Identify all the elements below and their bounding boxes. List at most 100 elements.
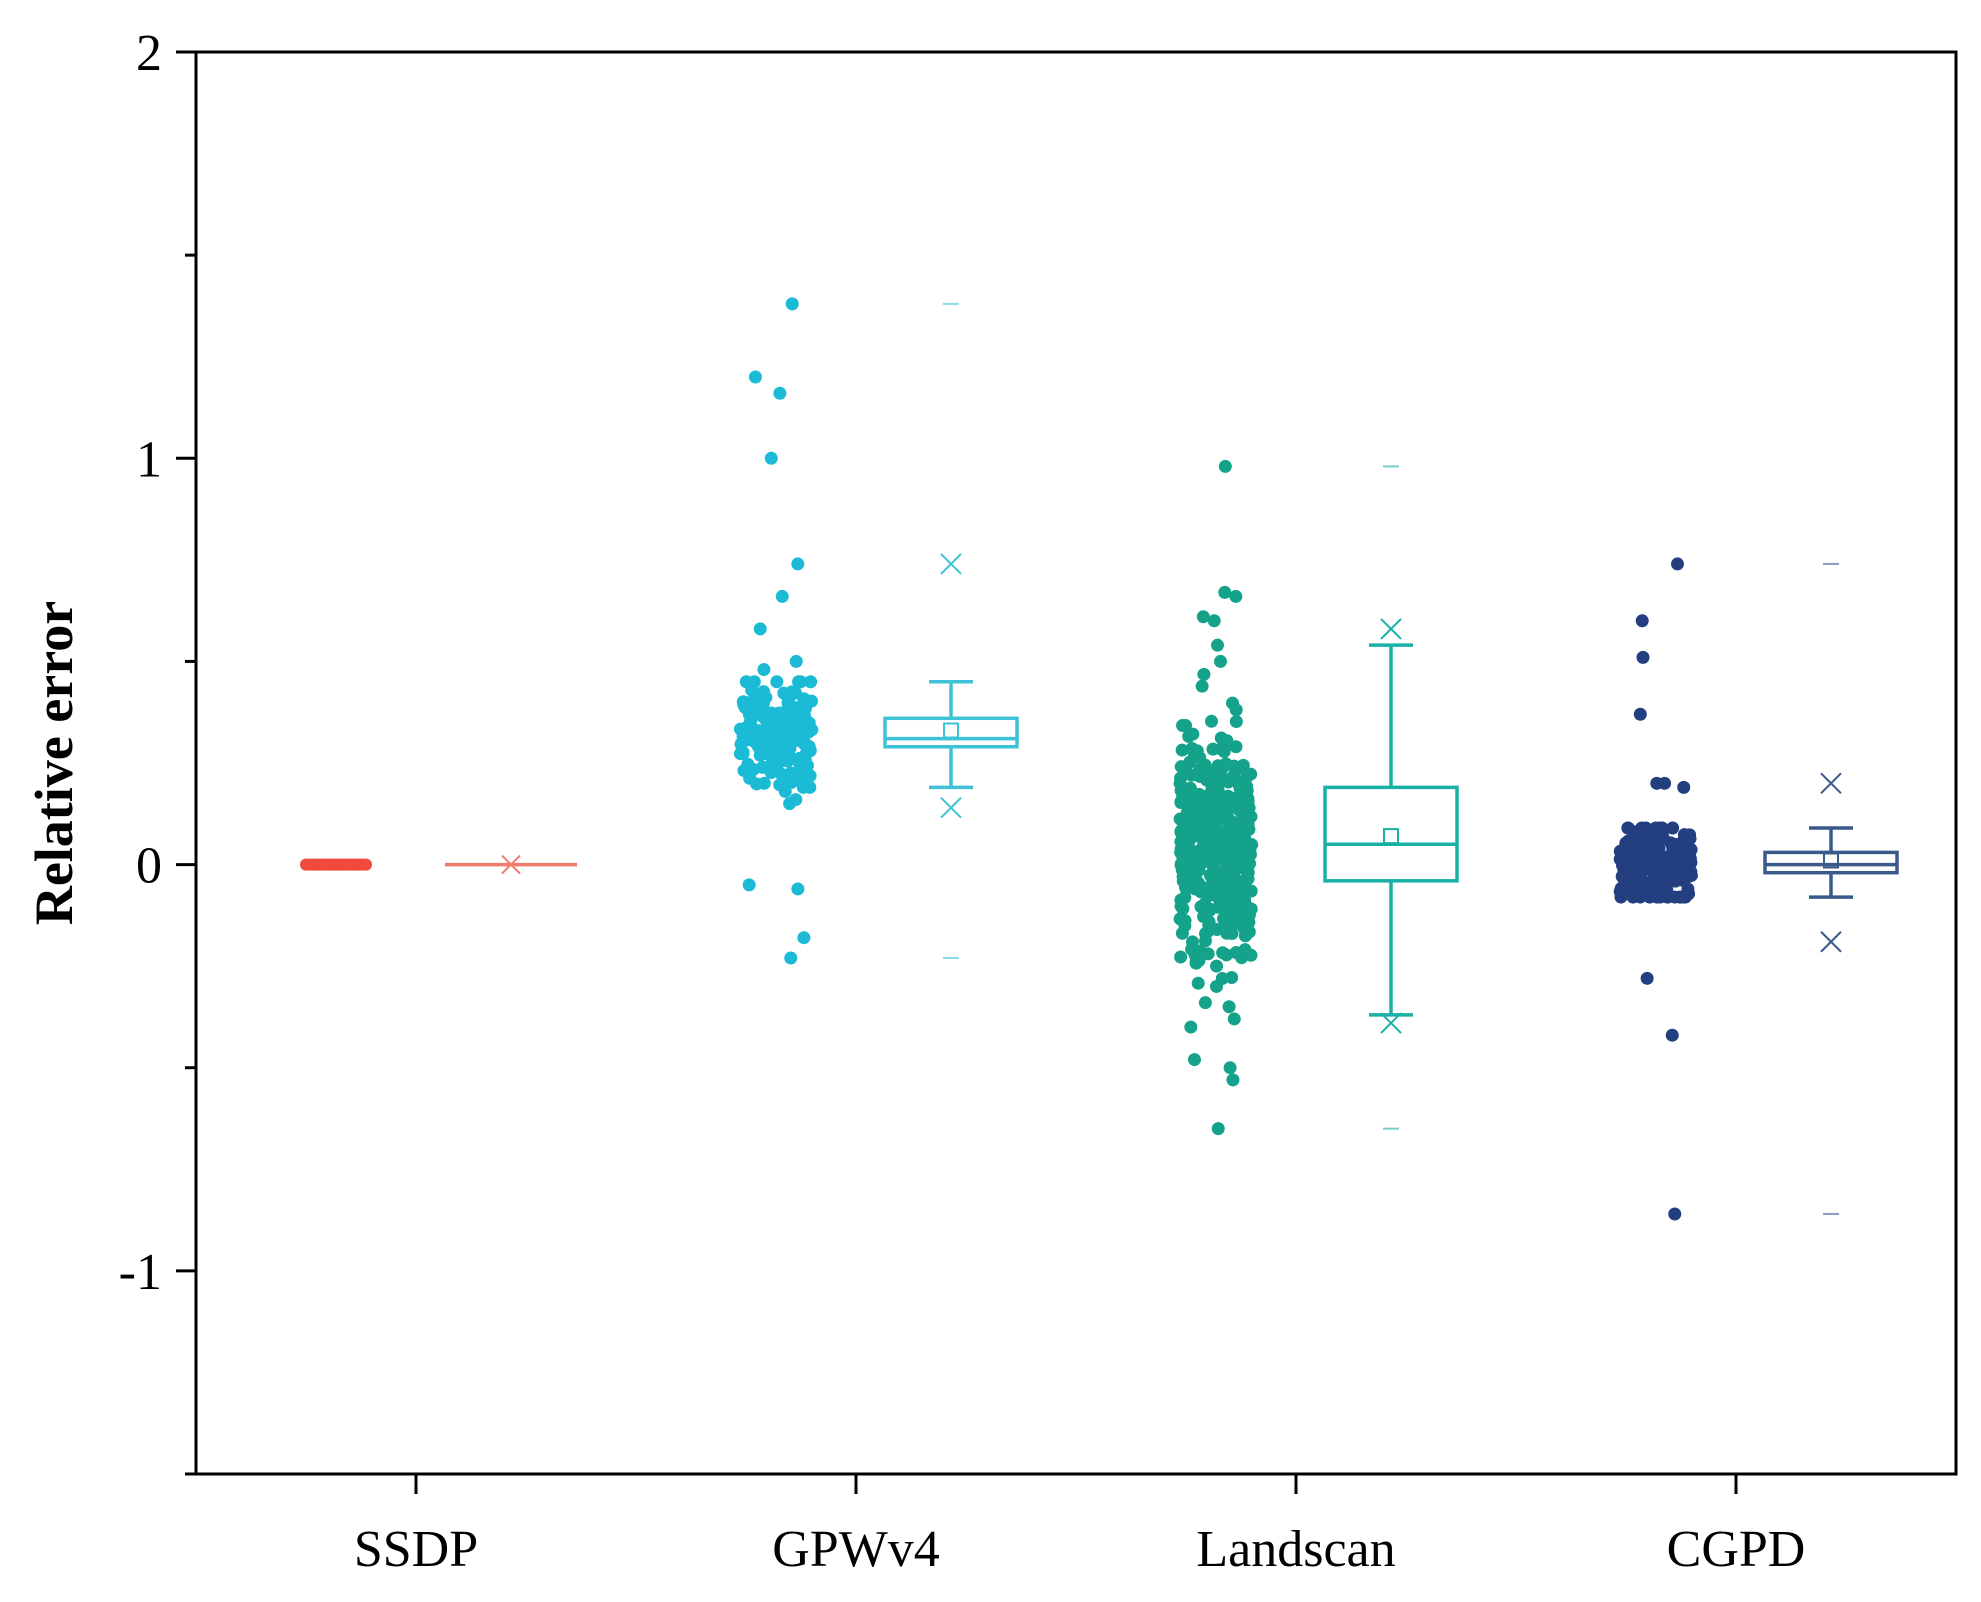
data-point	[757, 776, 771, 790]
outlier-point	[1229, 589, 1243, 603]
data-point	[1225, 970, 1239, 984]
data-point	[1682, 859, 1696, 873]
series-ssdp	[300, 854, 577, 875]
plot-frame	[194, 50, 1958, 1476]
data-point	[1197, 910, 1211, 924]
p1-cross	[1380, 1012, 1402, 1034]
p1-cross	[1820, 931, 1842, 953]
outlier-point	[784, 951, 798, 965]
outlier-point	[1211, 1122, 1225, 1136]
data-point	[785, 767, 799, 781]
data-point	[1664, 856, 1678, 870]
outlier-point	[1223, 1061, 1237, 1075]
series-cgpd	[1613, 557, 1899, 1221]
data-point	[757, 685, 771, 699]
data-point	[1677, 873, 1691, 887]
data-point	[1244, 948, 1258, 962]
outlier-point	[1650, 776, 1664, 790]
data-point	[1176, 719, 1190, 733]
mean-marker	[1383, 828, 1399, 845]
data-point	[1234, 950, 1248, 964]
y-tick-label: -1	[119, 1244, 162, 1301]
data-point	[1656, 831, 1670, 845]
data-point	[738, 701, 752, 715]
data-point	[1621, 821, 1635, 835]
data-point	[1185, 942, 1199, 956]
outlier-point	[789, 654, 803, 668]
data-point	[1227, 868, 1241, 882]
data-point	[1201, 925, 1215, 939]
data-point	[1181, 802, 1195, 816]
data-point	[774, 767, 788, 781]
data-point	[1622, 862, 1636, 876]
data-point	[1176, 870, 1190, 884]
x-tick-label-gpwv4: GPWv4	[772, 1521, 940, 1578]
outlier-point	[1677, 780, 1691, 794]
p99-cross	[1820, 772, 1842, 795]
data-point	[1175, 743, 1189, 757]
data-point	[1213, 867, 1227, 881]
data-point	[1189, 954, 1203, 968]
data-point	[1185, 742, 1199, 756]
outlier-point	[764, 451, 778, 465]
outlier-point	[1218, 585, 1232, 599]
outlier-point	[1187, 1053, 1201, 1067]
data-point	[1197, 667, 1211, 681]
box-iqr	[1323, 785, 1459, 883]
data-point	[1641, 876, 1655, 890]
data-point	[1190, 789, 1204, 803]
data-point	[747, 675, 761, 689]
outlier-point	[778, 784, 792, 798]
data-point	[744, 713, 758, 727]
data-point	[1632, 834, 1646, 848]
data-point	[1192, 863, 1206, 877]
data-point	[1229, 703, 1243, 717]
data-point	[1244, 767, 1258, 781]
data-point	[792, 756, 806, 770]
data-point	[1211, 784, 1225, 798]
data-point	[1683, 832, 1697, 846]
data-point	[1198, 758, 1212, 772]
x-tick-label-landscan: Landscan	[1196, 1521, 1395, 1578]
data-point	[1649, 821, 1663, 835]
data-point	[1188, 828, 1202, 842]
data-point	[797, 733, 811, 747]
outlier-point	[1218, 459, 1232, 473]
data-point	[765, 729, 779, 743]
data-point	[1670, 837, 1684, 851]
data-point	[766, 720, 780, 734]
y-tick-label: 0	[136, 838, 162, 895]
outlier-point	[791, 557, 805, 571]
data-point	[1613, 884, 1627, 898]
y-axis-label: Relative error	[24, 601, 84, 925]
p99-cross	[1380, 618, 1402, 640]
data-point	[804, 694, 818, 708]
data-point	[1178, 914, 1192, 928]
data-point	[1650, 890, 1664, 904]
data-point	[1195, 679, 1209, 693]
data-point	[1214, 798, 1228, 812]
data-point	[781, 693, 795, 707]
data-point	[1191, 976, 1205, 990]
outlier-point	[742, 878, 756, 892]
box-iqr	[883, 716, 1019, 749]
series-gpwv4	[733, 297, 1019, 965]
data-point	[1661, 890, 1675, 904]
data-point	[1174, 835, 1188, 849]
outlier-point	[1210, 638, 1224, 652]
data-point	[1204, 714, 1218, 728]
outlier-point	[1636, 650, 1650, 664]
data-point	[1226, 887, 1240, 901]
p1-cross	[940, 796, 962, 819]
data-point	[804, 675, 818, 689]
data-point	[770, 675, 784, 689]
mean-marker	[943, 722, 959, 739]
data-point	[1235, 790, 1249, 804]
data-point	[1211, 811, 1225, 825]
data-point	[1185, 878, 1199, 892]
data-point	[1666, 821, 1680, 835]
data-point	[1679, 845, 1693, 859]
data-point	[1208, 769, 1222, 783]
outlier-point	[1633, 707, 1647, 721]
